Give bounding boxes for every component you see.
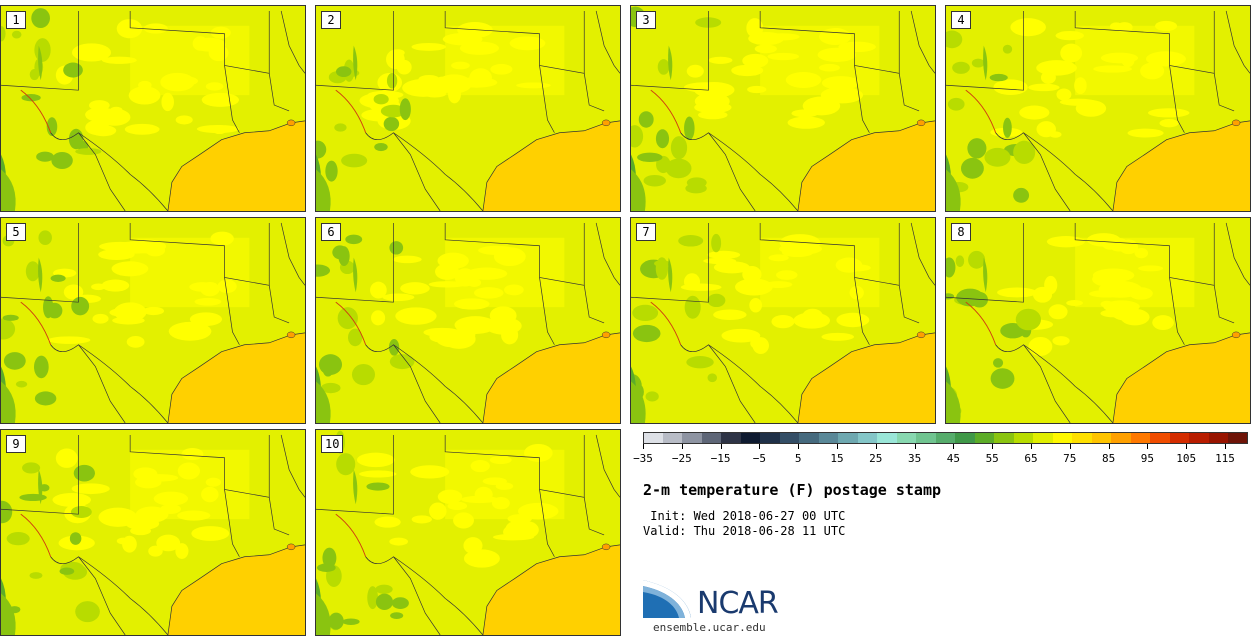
stamp-member-label: 1	[6, 11, 26, 29]
postage-stamp-map: 8	[945, 217, 1251, 424]
colorbar-tick-mark	[837, 444, 838, 449]
colorbar-segment	[1150, 432, 1171, 444]
logo-text: NCAR	[697, 586, 779, 621]
colorbar-tick-label: 5	[794, 452, 802, 465]
colorbar-tick-mark	[643, 444, 644, 449]
colorbar-segment	[643, 432, 664, 444]
colorbar-segment	[1208, 432, 1229, 444]
colorbar-tick-label: 25	[869, 452, 883, 465]
colorbar-segment	[1189, 432, 1210, 444]
colorbar-segment	[857, 432, 878, 444]
colorbar-tick-mark	[681, 444, 683, 449]
colorbar-tick-mark	[1186, 444, 1188, 449]
colorbar-segment	[955, 432, 976, 444]
colorbar-segment	[1072, 432, 1093, 444]
valid-time: Valid: Thu 2018-06-28 11 UTC	[643, 524, 846, 538]
colorbar-segment	[799, 432, 820, 444]
colorbar-tick-mark	[1147, 444, 1149, 449]
colorbar-tick-mark	[1225, 444, 1226, 449]
colorbar-segment	[896, 432, 917, 444]
colorbar-tick-label: 55	[985, 452, 999, 465]
colorbar-segment	[994, 432, 1015, 444]
colorbar-segment	[682, 432, 703, 444]
postage-stamp-map: 7	[630, 217, 936, 424]
colorbar-tick-label: 105	[1176, 452, 1197, 465]
colorbar-segment	[701, 432, 722, 444]
colorbar-tick-mark	[759, 444, 761, 449]
colorbar-tick-label: 65	[1024, 452, 1038, 465]
postage-stamp-map: 4	[945, 5, 1251, 212]
colorbar-tick-mark	[953, 444, 955, 449]
postage-stamp-map: 3	[630, 5, 936, 212]
colorbar-tick-label: 115	[1215, 452, 1235, 465]
colorbar-tick-mark	[1031, 444, 1032, 449]
colorbar-segment	[662, 432, 683, 444]
colorbar-segment	[1033, 432, 1054, 444]
colorbar-tick-label: 45	[946, 452, 961, 465]
colorbar-tick-label: 35	[907, 452, 922, 465]
colorbar-segment	[1130, 432, 1151, 444]
colorbar-segment	[760, 432, 781, 444]
postage-stamp-map: 5	[0, 217, 306, 424]
colorbar-tick-mark	[992, 444, 994, 449]
stamp-member-label: 3	[636, 11, 656, 29]
colorbar-segment	[779, 432, 800, 444]
colorbar-tick-label: −35	[633, 452, 653, 465]
stamp-member-label: 10	[321, 435, 344, 453]
colorbar-segment	[1013, 432, 1034, 444]
colorbar-tick-mark	[914, 444, 916, 449]
colorbar-tick-label: 15	[830, 452, 844, 465]
colorbar-segment	[916, 432, 937, 444]
stamp-member-label: 8	[951, 223, 971, 241]
stamp-member-label: 9	[6, 435, 26, 453]
colorbar-tick-label: 95	[1140, 452, 1155, 465]
colorbar-segment	[1052, 432, 1073, 444]
stamp-member-label: 4	[951, 11, 971, 29]
colorbar-tick-mark	[1069, 444, 1071, 449]
postage-stamp-map: 10	[315, 429, 621, 636]
ncar-logo-icon	[643, 580, 691, 618]
colorbar-segment	[1091, 432, 1112, 444]
colorbar-segment	[818, 432, 839, 444]
colorbar-tick-label: 85	[1101, 452, 1116, 465]
colorbar-segment	[1169, 432, 1190, 444]
colorbar-segment	[838, 432, 859, 444]
postage-stamp-map: 2	[315, 5, 621, 212]
colorbar-segment	[1111, 432, 1132, 444]
colorbar-tick-mark	[720, 444, 722, 449]
colorbar-tick-mark	[875, 444, 877, 449]
colorbar-segment	[935, 432, 956, 444]
colorbar-tick-label: 75	[1063, 452, 1077, 465]
init-time: Init: Wed 2018-06-27 00 UTC	[643, 509, 846, 523]
colorbar-tick-label: −25	[671, 452, 692, 465]
colorbar-tick-mark	[1108, 444, 1110, 449]
colorbar-tick-mark	[798, 444, 800, 449]
stamp-member-label: 7	[636, 223, 656, 241]
postage-stamp-map: 6	[315, 217, 621, 424]
figure-title: 2-m temperature (F) postage stamp	[643, 481, 942, 499]
colorbar-tick-label: −15	[710, 452, 731, 465]
postage-stamp-map: 9	[0, 429, 306, 636]
stamp-member-label: 2	[321, 11, 341, 29]
colorbar-segment	[877, 432, 898, 444]
colorbar-segment	[740, 432, 761, 444]
colorbar-segment	[721, 432, 742, 444]
colorbar-tick-label: −5	[752, 452, 767, 465]
stamp-member-label: 6	[321, 223, 341, 241]
postage-stamp-map: 1	[0, 5, 306, 212]
logo-url: ensemble.ucar.edu	[653, 621, 766, 634]
colorbar-segment	[974, 432, 995, 444]
colorbar-segment	[1228, 432, 1249, 444]
stamp-member-label: 5	[6, 223, 26, 241]
